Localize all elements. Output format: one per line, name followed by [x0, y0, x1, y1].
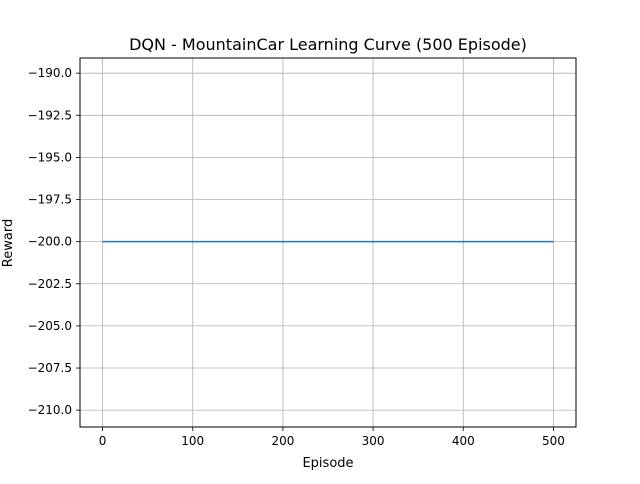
- plot-frame: [79, 57, 577, 428]
- y-tick-label: −210.0: [28, 403, 72, 417]
- y-tick-label: −205.0: [28, 319, 72, 333]
- y-tick-label: −202.5: [28, 277, 72, 291]
- y-tick-label: −195.0: [28, 150, 72, 164]
- x-tick-label: 300: [362, 434, 385, 448]
- y-tick-label: −190.0: [28, 66, 72, 80]
- x-tick-label: 500: [542, 434, 565, 448]
- x-tick-label: 100: [181, 434, 204, 448]
- y-tick-label: −197.5: [28, 193, 72, 207]
- tick-layer: 0 100 200 300 400 500 −190.0 −192.5 −195.0 −197.5…: [28, 66, 565, 448]
- x-tick-label: 0: [99, 434, 107, 448]
- y-tick-label: −207.5: [28, 361, 72, 375]
- y-axis-label: Reward: [1, 219, 16, 267]
- y-tick-label: −192.5: [28, 108, 72, 122]
- y-tick-label: −200.0: [28, 235, 72, 249]
- x-tick-label: 200: [271, 434, 294, 448]
- x-tick-label: 400: [452, 434, 475, 448]
- x-axis-label: Episode: [302, 456, 353, 471]
- chart-title: DQN - MountainCar Learning Curve (500 Ep…: [129, 35, 527, 54]
